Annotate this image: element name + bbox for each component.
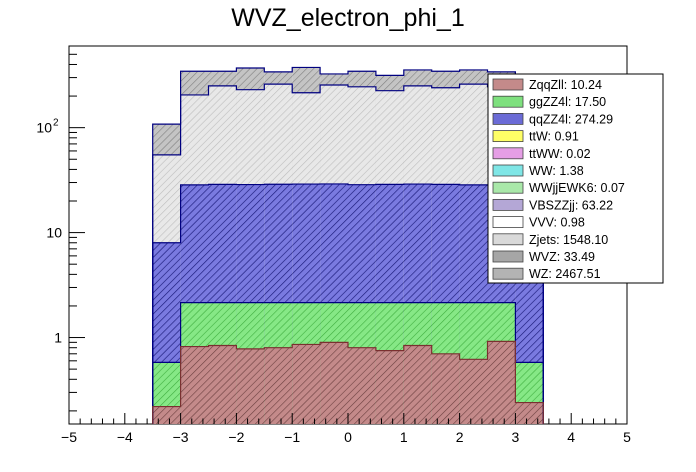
bar-ZqqZll-bin-2 <box>208 345 237 424</box>
outline-ZqqZll <box>152 340 544 424</box>
legend-label: qqZZ4l: 274.29 <box>529 112 613 126</box>
legend-swatch <box>492 233 524 246</box>
outline-ggZZ4l <box>152 302 544 424</box>
bar-ZqqZll-bin-10 <box>431 353 460 424</box>
legend-label: WVZ: 33.49 <box>529 250 595 264</box>
legend-box <box>487 73 664 284</box>
x-tick-label: 1 <box>400 429 408 445</box>
legend-label: WW: 1.38 <box>529 164 584 178</box>
x-tick-label: 0 <box>344 429 352 445</box>
legend-label: Zjets: 1548.10 <box>529 233 608 247</box>
chart-title: WVZ_electron_phi_1 <box>231 4 465 32</box>
legend-label: VBSZZjj: 63.22 <box>529 198 613 212</box>
y-tick-label: 10 <box>46 225 62 241</box>
x-tick-label: −5 <box>61 429 77 445</box>
bar-ZqqZll-bin-9 <box>403 345 432 424</box>
x-tick-label: −2 <box>228 429 244 445</box>
x-tick-label: 4 <box>567 429 575 445</box>
legend-swatch <box>492 250 524 263</box>
bar-ZqqZll-bin-8 <box>375 350 404 424</box>
bar-ZqqZll-bin-3 <box>236 348 265 424</box>
x-tick-label: 5 <box>623 429 631 445</box>
bar-ZqqZll-bin-4 <box>264 347 293 424</box>
y-tick-label: 1 <box>54 330 62 346</box>
bar-ZqqZll-bin-11 <box>459 359 488 424</box>
legend-swatch <box>492 113 524 125</box>
bar-ZqqZll-bin-6 <box>320 342 348 424</box>
legend-swatch <box>492 95 524 108</box>
legend-label: WWjjEWK6: 0.07 <box>529 181 625 195</box>
outline-WZ <box>152 66 544 424</box>
bar-ZqqZll-bin-13 <box>515 402 544 424</box>
legend-swatch <box>492 198 524 211</box>
x-tick-label: −1 <box>284 429 300 445</box>
legend: ZqqZll: 10.24 ggZZ4l: 17.50 qqZZ4l: 274.29… <box>487 73 664 284</box>
bar-ZqqZll-bin-1 <box>180 346 209 424</box>
legend-label: VVV: 0.98 <box>529 216 585 230</box>
bar-ZqqZll-bin-0 <box>152 406 181 424</box>
x-tick-label: −3 <box>173 429 189 445</box>
legend-swatch <box>492 147 524 160</box>
x-tick-label: 2 <box>456 429 464 445</box>
legend-label: WZ: 2467.51 <box>529 267 601 281</box>
legend-label: ttW: 0.91 <box>529 130 579 144</box>
x-tick-label: 3 <box>512 429 520 445</box>
legend-label: ggZZ4l: 17.50 <box>529 95 606 109</box>
y-tick-label: 10 <box>36 120 52 136</box>
y-tick-exponent: 2 <box>53 118 59 129</box>
bar-ZqqZll-bin-12 <box>487 341 516 424</box>
legend-swatch <box>492 78 524 91</box>
bar-ZqqZll-bin-5 <box>292 344 321 424</box>
stacked-bars <box>152 67 544 425</box>
legend-swatch <box>492 164 524 177</box>
legend-label: ttWW: 0.02 <box>529 147 591 161</box>
x-tick-label: −4 <box>117 429 133 445</box>
legend-swatch <box>492 181 524 194</box>
legend-swatch <box>492 267 524 280</box>
legend-label: ZqqZll: 10.24 <box>529 78 602 92</box>
bar-ZqqZll-bin-7 <box>348 347 376 424</box>
legend-swatch <box>492 130 524 143</box>
legend-swatch <box>492 216 524 229</box>
